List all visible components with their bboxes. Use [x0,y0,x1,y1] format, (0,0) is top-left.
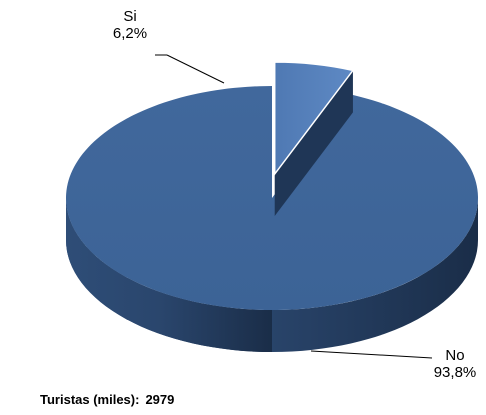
slices-layer [66,61,479,352]
slice-name-no: No [445,347,465,364]
slice-si [273,61,355,177]
slice-side-no-left [66,198,272,352]
footer-value: 2979 [145,392,175,407]
footer-total: Turistas (miles): 2979 [40,392,174,407]
slice-label-si: Si 6,2% [104,8,156,42]
slice-value-si: 6,2% [112,25,148,42]
leader-line-si-diag [166,54,225,84]
slice-label-no: No 93,8% [424,347,486,381]
leader-line-no [310,350,433,359]
slice-name-si: Si [123,8,137,25]
slice-side-si [274,70,353,217]
slice-no [66,86,479,310]
footer-label: Turistas (miles): [40,392,140,407]
slice-value-no: 93,8% [433,364,477,381]
